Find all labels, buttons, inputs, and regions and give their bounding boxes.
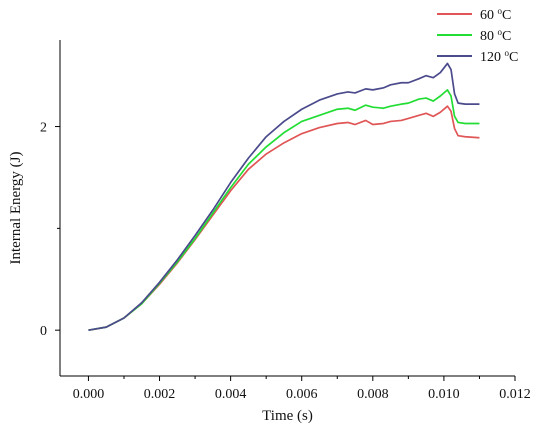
series-line-2	[88, 62, 480, 332]
series-layer	[88, 62, 480, 332]
y-axis: 02	[40, 121, 60, 339]
y-axis-title: Internal Energy (J)	[8, 151, 24, 264]
legend: 60 oC 80 oC 120 oC	[437, 6, 518, 65]
x-tick-label: 0.000	[73, 387, 105, 402]
y-tick-label: 2	[40, 121, 47, 136]
legend-label-1: 80 oC	[480, 27, 511, 44]
x-tick-label: 0.012	[499, 387, 531, 402]
x-axis-title: Time (s)	[262, 408, 313, 424]
series-line-1	[88, 89, 480, 332]
plot-area	[59, 40, 515, 377]
x-tick-label: 0.010	[428, 387, 460, 402]
legend-label-0: 60 oC	[480, 6, 511, 23]
x-tick-label: 0.002	[144, 387, 176, 402]
x-tick-label: 0.006	[286, 387, 318, 402]
x-axis: 0.000 0.002 0.004 0.006 0.008 0.010 0.012	[73, 376, 531, 402]
y-tick-label: 0	[40, 324, 47, 339]
x-tick-label: 0.004	[215, 387, 247, 402]
x-tick-label: 0.008	[357, 387, 389, 402]
legend-label-2: 120 oC	[480, 48, 518, 65]
